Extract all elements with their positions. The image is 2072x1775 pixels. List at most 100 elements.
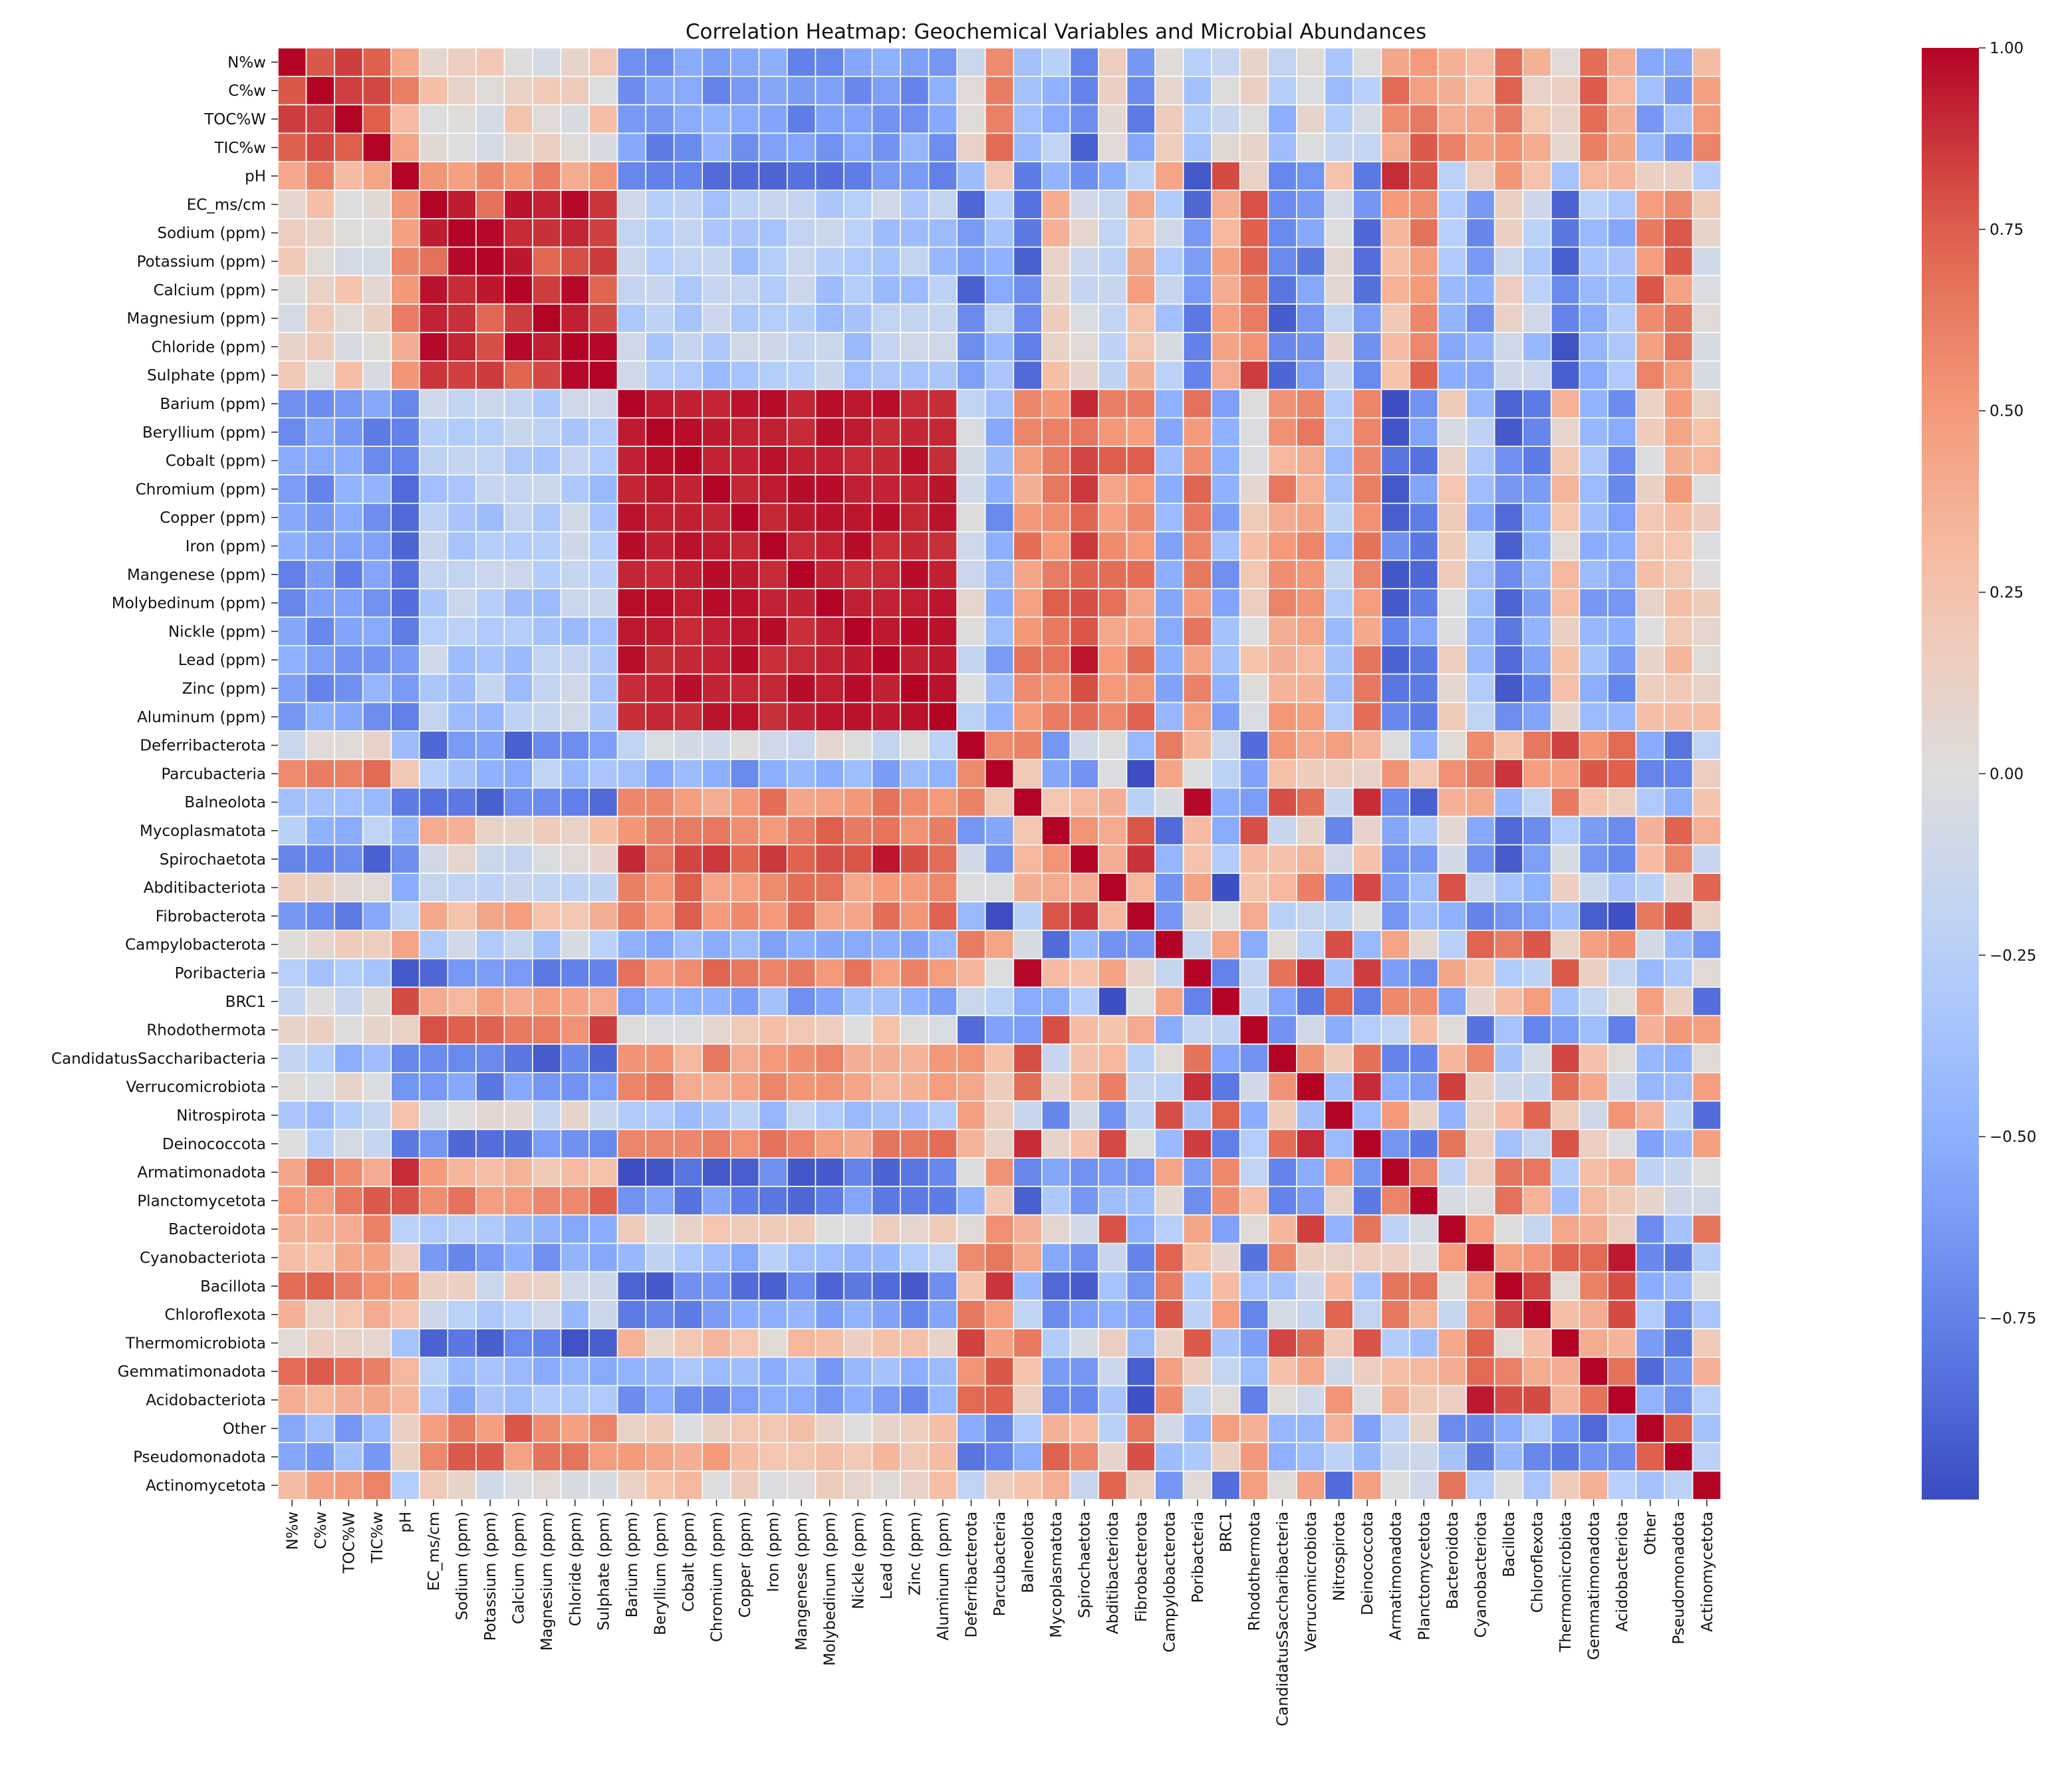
heatmap-cell xyxy=(1437,217,1467,248)
heatmap-cell xyxy=(447,759,477,789)
heatmap-cell xyxy=(418,1413,449,1443)
heatmap-cell xyxy=(1296,986,1326,1017)
heatmap-cell xyxy=(1466,930,1495,960)
heatmap-cell xyxy=(305,1157,335,1187)
heatmap-cell xyxy=(1493,986,1523,1017)
heatmap-cell xyxy=(1098,246,1128,277)
heatmap-cell xyxy=(1692,1015,1722,1045)
heatmap-cell xyxy=(1013,1242,1043,1273)
heatmap-cell xyxy=(1635,303,1665,333)
heatmap-cell xyxy=(334,1129,364,1159)
heatmap-cell xyxy=(1664,47,1694,77)
heatmap-cell xyxy=(1437,332,1467,362)
heatmap-cell xyxy=(503,702,533,732)
heatmap-cell xyxy=(758,1357,788,1387)
heatmap-cell xyxy=(928,332,958,362)
heatmap-cell xyxy=(1466,730,1495,760)
heatmap-cell xyxy=(560,930,590,960)
x-tick-label: Fibrobacterota xyxy=(1133,1512,1150,1622)
heatmap-cell xyxy=(900,1242,930,1273)
heatmap-cell xyxy=(1579,1157,1609,1187)
heatmap-cell xyxy=(1154,1470,1184,1500)
heatmap-cell xyxy=(1324,759,1354,789)
heatmap-cell xyxy=(1353,1129,1382,1159)
heatmap-cell xyxy=(1522,246,1552,277)
heatmap-cell xyxy=(645,1157,675,1187)
heatmap-cell xyxy=(1041,958,1071,988)
heatmap-cell xyxy=(730,901,760,931)
y-tick-label: Armatimonadota xyxy=(137,1164,266,1182)
heatmap-cell xyxy=(1182,1385,1212,1415)
heatmap-cell xyxy=(928,1043,958,1073)
heatmap-cell xyxy=(475,787,505,817)
heatmap-cell xyxy=(1380,47,1410,77)
heatmap-cell xyxy=(447,417,477,448)
heatmap-cell xyxy=(645,815,675,846)
heatmap-cell xyxy=(1211,531,1241,561)
heatmap-cell xyxy=(1013,388,1043,419)
heatmap-cell xyxy=(871,1100,901,1131)
heatmap-cell xyxy=(702,958,731,988)
heatmap-cell xyxy=(1239,360,1269,390)
heatmap-cell xyxy=(815,958,844,988)
heatmap-cell xyxy=(1267,1157,1297,1187)
y-tick-label: Nickle (ppm) xyxy=(168,623,266,640)
heatmap-cell xyxy=(1154,388,1184,419)
heatmap-cell xyxy=(984,474,1015,504)
y-tick-label: Deferribacterota xyxy=(140,738,266,755)
heatmap-cell xyxy=(588,1242,618,1273)
heatmap-cell xyxy=(1182,132,1212,162)
heatmap-cell xyxy=(984,1328,1015,1358)
heatmap-cell xyxy=(1522,901,1552,931)
heatmap-cell xyxy=(1550,1186,1581,1216)
heatmap-cell xyxy=(560,901,590,931)
heatmap-cell xyxy=(1296,446,1326,476)
heatmap-cell xyxy=(447,474,477,504)
heatmap-cell xyxy=(1550,1442,1581,1472)
heatmap-cell xyxy=(730,275,760,305)
heatmap-cell xyxy=(1126,588,1156,618)
x-tick-label: Poribacteria xyxy=(1190,1512,1207,1603)
heatmap-cell xyxy=(1182,901,1212,931)
heatmap-cell xyxy=(1098,559,1128,590)
heatmap-cell xyxy=(588,1413,618,1443)
heatmap-cell xyxy=(1607,47,1637,77)
heatmap-cell xyxy=(1239,1129,1269,1159)
heatmap-cell xyxy=(702,161,731,191)
heatmap-cell xyxy=(1380,104,1410,134)
heatmap-cell xyxy=(900,388,930,419)
heatmap-cell xyxy=(1353,502,1382,533)
heatmap-cell xyxy=(843,217,873,248)
y-tick-label: Nitrospirota xyxy=(176,1107,266,1125)
heatmap-cell xyxy=(1409,1328,1439,1358)
heatmap-cell xyxy=(1069,930,1099,960)
heatmap-cell xyxy=(1437,1299,1467,1329)
heatmap-cell xyxy=(984,1242,1015,1273)
heatmap-cell xyxy=(900,1157,930,1187)
heatmap-cell xyxy=(928,190,958,219)
heatmap-cell xyxy=(702,502,731,533)
heatmap-cell xyxy=(418,474,449,504)
heatmap-cell xyxy=(928,901,958,931)
heatmap-cell xyxy=(1437,901,1467,931)
heatmap-cell xyxy=(1493,844,1523,875)
heatmap-cell xyxy=(1635,190,1665,219)
heatmap-cell xyxy=(984,673,1015,704)
heatmap-cell xyxy=(1324,104,1354,134)
heatmap-cell xyxy=(673,275,704,305)
heatmap-cell xyxy=(1607,559,1637,590)
heatmap-cell xyxy=(1579,1271,1609,1301)
heatmap-cell xyxy=(1635,759,1665,789)
heatmap-cell xyxy=(1013,360,1043,390)
heatmap-cell xyxy=(1493,1442,1523,1472)
heatmap-cell xyxy=(532,47,562,77)
heatmap-cell xyxy=(532,446,562,476)
heatmap-cell xyxy=(362,417,392,448)
heatmap-cell xyxy=(645,1271,675,1301)
heatmap-cell xyxy=(1041,730,1071,760)
heatmap-cell xyxy=(532,76,562,106)
heatmap-cell xyxy=(928,702,958,732)
heatmap-cell xyxy=(900,217,930,248)
heatmap-cell xyxy=(645,986,675,1017)
heatmap-cell xyxy=(1239,616,1269,646)
